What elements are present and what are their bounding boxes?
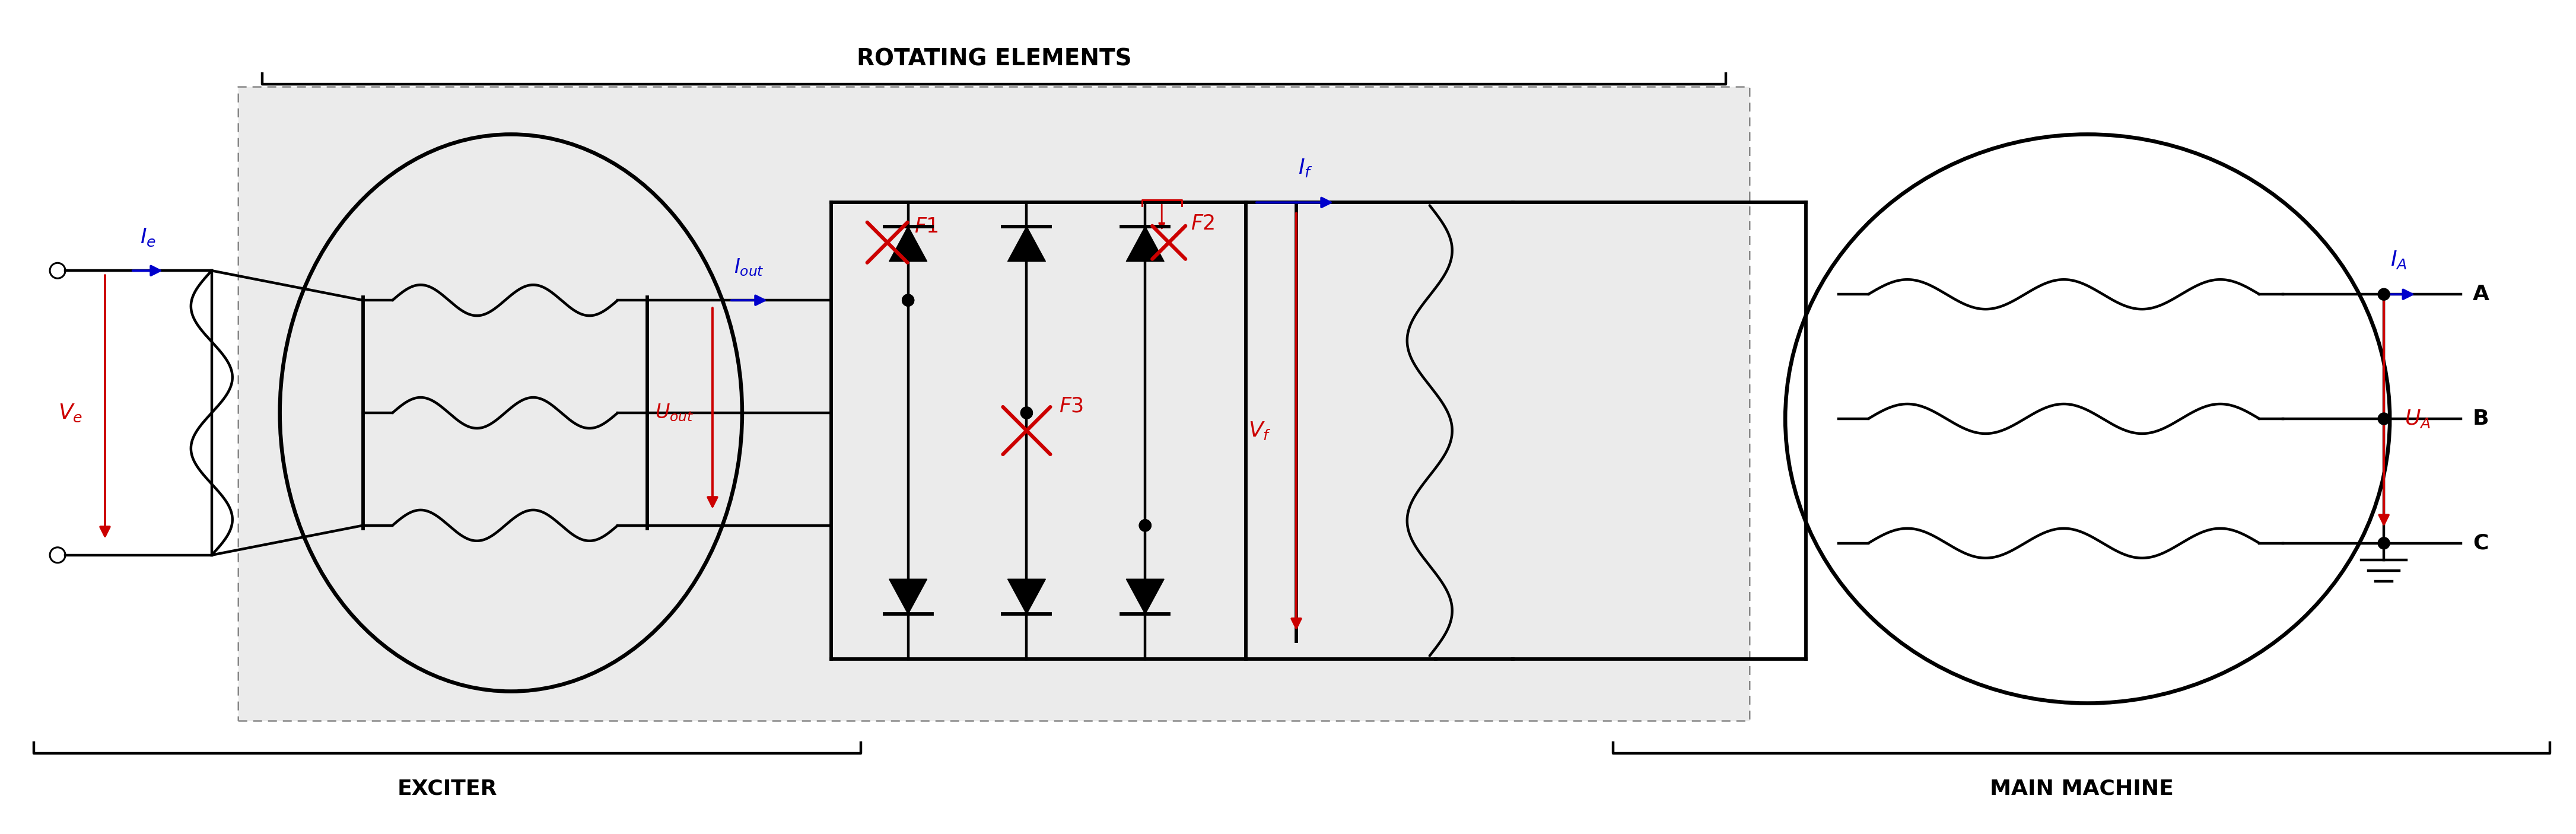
Text: $\mathit{V_e}$: $\mathit{V_e}$: [59, 402, 82, 424]
Text: $\mathit{F1}$: $\mathit{F1}$: [914, 216, 938, 237]
Circle shape: [2378, 413, 2391, 425]
Text: EXCITER: EXCITER: [397, 778, 497, 799]
Text: $\mathit{F3}$: $\mathit{F3}$: [1059, 395, 1084, 416]
Ellipse shape: [1788, 136, 2388, 701]
Circle shape: [1020, 407, 1033, 419]
Polygon shape: [1007, 226, 1046, 261]
Text: $\mathit{I_A}$: $\mathit{I_A}$: [2391, 249, 2406, 270]
Circle shape: [1020, 407, 1033, 419]
Text: A: A: [2473, 284, 2488, 304]
Circle shape: [2378, 289, 2391, 300]
Text: C: C: [2473, 533, 2488, 553]
Circle shape: [1139, 520, 1151, 531]
Text: $\mathit{I_{out}}$: $\mathit{I_{out}}$: [734, 257, 765, 278]
Text: $\mathit{U_A}$: $\mathit{U_A}$: [2403, 408, 2432, 430]
Circle shape: [2378, 537, 2391, 549]
Polygon shape: [1126, 579, 1164, 614]
Text: MAIN MACHINE: MAIN MACHINE: [1989, 778, 2174, 799]
Circle shape: [1139, 520, 1151, 531]
Circle shape: [902, 294, 914, 306]
Text: $\mathit{I_f}$: $\mathit{I_f}$: [1298, 158, 1314, 178]
Polygon shape: [889, 579, 927, 614]
Text: B: B: [2473, 409, 2488, 429]
Polygon shape: [1126, 226, 1164, 261]
Text: $\mathit{F2}$: $\mathit{F2}$: [1190, 214, 1216, 234]
Polygon shape: [889, 226, 927, 261]
Text: $\mathit{U_{out}}$: $\mathit{U_{out}}$: [654, 403, 693, 423]
Polygon shape: [1007, 579, 1046, 614]
Circle shape: [902, 294, 914, 306]
Text: ROTATING ELEMENTS: ROTATING ELEMENTS: [855, 48, 1131, 70]
Text: $\mathit{I_e}$: $\mathit{I_e}$: [139, 227, 157, 248]
Text: $\mathit{V_f}$: $\mathit{V_f}$: [1249, 420, 1273, 441]
FancyBboxPatch shape: [240, 87, 1749, 721]
